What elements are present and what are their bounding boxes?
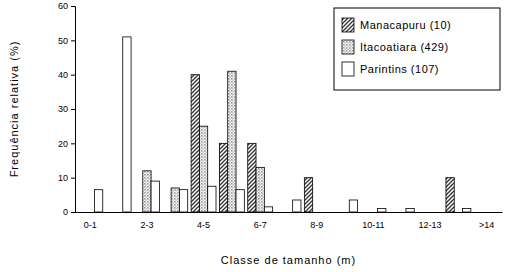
y-tick: 50 xyxy=(58,36,75,46)
bar xyxy=(114,212,122,213)
bar xyxy=(341,212,349,213)
y-axis-line xyxy=(71,7,76,213)
x-tick-label: 12-13 xyxy=(419,220,442,230)
y-tick-label: 60 xyxy=(58,1,68,11)
y-tick: 0 xyxy=(63,207,75,217)
bar xyxy=(426,212,434,213)
y-tick-label: 50 xyxy=(58,36,68,46)
bar xyxy=(349,200,357,212)
y-tick-mark xyxy=(71,6,75,7)
bar xyxy=(446,178,454,212)
x-tick: 8-9 xyxy=(310,212,323,230)
y-axis-title: Frequência relativa (%) xyxy=(8,41,20,178)
bar xyxy=(333,212,341,213)
legend-box xyxy=(334,8,500,90)
bar xyxy=(406,209,414,212)
y-tick-label: 0 xyxy=(63,207,68,217)
bar xyxy=(483,212,491,213)
y-tick-mark xyxy=(71,75,75,76)
bar xyxy=(434,212,442,213)
y-tick: 40 xyxy=(58,70,75,80)
legend-label: Manacapuru (10) xyxy=(360,19,451,31)
y-tick-label: 40 xyxy=(58,70,68,80)
y-tick: 30 xyxy=(58,104,75,114)
x-tick-label: 0-1 xyxy=(84,220,97,230)
bar xyxy=(256,167,264,212)
bar xyxy=(171,188,179,212)
y-tick-mark xyxy=(71,212,75,213)
bar xyxy=(78,212,86,213)
bar xyxy=(389,212,397,213)
bar xyxy=(293,200,301,212)
legend-label: Itacoatiara (429) xyxy=(360,41,449,53)
bar xyxy=(199,126,207,212)
y-axis: 0 10 20 30 40 50 60 xyxy=(58,1,76,217)
x-axis-title: Classe de tamanho (m) xyxy=(221,254,356,266)
y-tick-mark xyxy=(71,143,75,144)
legend-swatch xyxy=(342,40,354,54)
bar xyxy=(276,212,284,213)
x-axis-line xyxy=(76,212,503,213)
x-tick-label: 10-11 xyxy=(362,220,384,230)
bar xyxy=(151,181,159,212)
y-tick-mark xyxy=(71,178,75,179)
y-tick: 20 xyxy=(58,139,75,149)
bar xyxy=(86,212,94,213)
y-tick-label: 20 xyxy=(58,139,68,149)
bar xyxy=(106,212,114,213)
x-tick-label: 8-9 xyxy=(310,220,323,230)
bar xyxy=(313,212,321,213)
bar xyxy=(369,212,377,213)
legend-label: Parintins (107) xyxy=(360,63,439,75)
x-tick-label: 4-5 xyxy=(197,220,210,230)
y-tick-label: 10 xyxy=(58,173,68,183)
x-tick: 12-13 xyxy=(419,212,442,230)
y-tick: 60 xyxy=(58,1,75,11)
bar xyxy=(398,212,406,213)
bar xyxy=(191,75,199,212)
x-tick: 2-3 xyxy=(140,212,153,230)
bar xyxy=(219,143,227,212)
bar xyxy=(236,190,244,212)
bar xyxy=(134,212,142,213)
x-tick: 10-11 xyxy=(362,212,384,230)
bars xyxy=(94,37,470,212)
y-tick: 10 xyxy=(58,173,75,183)
x-tick: 4-5 xyxy=(197,212,210,230)
y-tick-label: 30 xyxy=(58,104,68,114)
x-tick: 0-1 xyxy=(84,212,97,230)
bar xyxy=(264,207,272,212)
legend-swatch xyxy=(342,18,354,32)
bar xyxy=(418,212,426,213)
bar xyxy=(123,37,131,212)
x-tick: >14 xyxy=(479,212,494,230)
bar xyxy=(361,212,369,213)
bar xyxy=(248,143,256,212)
legend: Manacapuru (10) Itacoatiara (429) Parintin… xyxy=(334,8,500,90)
bar xyxy=(94,190,102,212)
x-axis: 0-1 2-3 4-5 6-7 8-9 10-11 12-13 >14 xyxy=(76,212,503,230)
bar xyxy=(474,212,482,213)
x-tick-label: >14 xyxy=(479,220,494,230)
x-tick: 6-7 xyxy=(254,212,267,230)
bar xyxy=(143,171,151,212)
bar xyxy=(163,212,171,213)
bar xyxy=(208,186,216,212)
bar xyxy=(454,212,462,213)
bar xyxy=(179,190,187,212)
y-tick-mark xyxy=(71,109,75,110)
bar xyxy=(284,212,292,213)
bar xyxy=(463,209,471,212)
legend-swatch xyxy=(342,62,354,76)
x-tick-label: 6-7 xyxy=(254,220,267,230)
bar xyxy=(378,209,386,212)
y-tick-mark xyxy=(71,40,75,41)
x-tick-label: 2-3 xyxy=(140,220,153,230)
bar xyxy=(491,212,499,213)
bar xyxy=(228,71,236,212)
bar xyxy=(321,212,329,213)
bar xyxy=(304,178,312,212)
